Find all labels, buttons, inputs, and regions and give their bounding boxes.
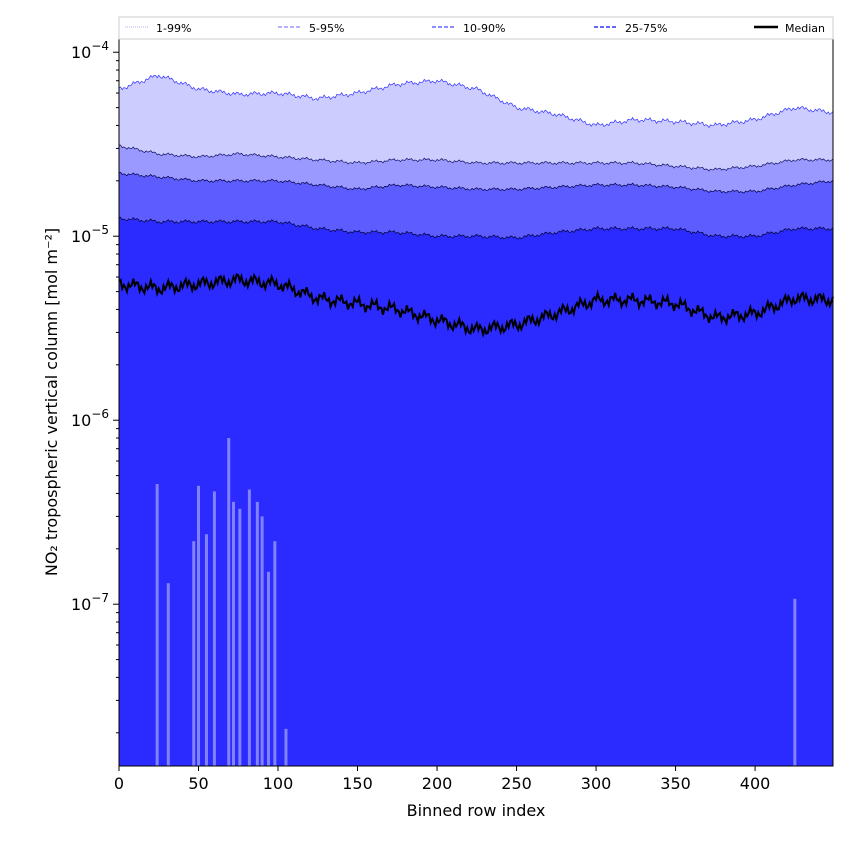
lower-1pct-spike (227, 438, 231, 766)
legend: 1-99% 5-95% 10-90% 25-75% Median (118, 16, 834, 40)
x-tick-label: 150 (342, 774, 373, 793)
y-axis-label: NO₂ tropospheric vertical column [mol m⁻… (42, 228, 61, 576)
lower-1pct-spike (793, 598, 797, 766)
lower-1pct-spike (260, 516, 264, 766)
legend-label: 10-90% (463, 22, 505, 35)
x-tick-label: 50 (188, 774, 208, 793)
median-line (118, 272, 834, 339)
lower-1pct-spike (204, 534, 208, 766)
lower-1pct-spike (192, 541, 196, 766)
lower-1pct-spike (166, 583, 170, 766)
x-tick-label: 300 (581, 774, 612, 793)
band-25-75 (119, 217, 833, 766)
y-tick-label: 10−5 (71, 223, 109, 246)
x-tick-label: 200 (422, 774, 453, 793)
series-line-75pct (118, 216, 834, 240)
x-tick-label: 400 (740, 774, 771, 793)
lower-1pct-spike (266, 571, 270, 766)
legend-label: Median (785, 22, 825, 35)
legend-label: 25-75% (625, 22, 667, 35)
y-tick-label: 10−7 (71, 591, 109, 614)
lower-1pct-spike (155, 484, 159, 766)
y-tick-label: 10−6 (71, 407, 109, 430)
axes: 0 50 100 150 200 250 300 350 400 10−7 10−6 10−5 10−4 (71, 38, 834, 793)
lower-1pct-spike (284, 728, 288, 766)
x-axis-label: Binned row index (407, 801, 546, 820)
y-tick-label: 10−4 (71, 39, 109, 62)
lower-1pct-spike (273, 541, 277, 766)
lower-1pct-spike (197, 485, 201, 766)
legend-box (118, 16, 834, 40)
series-line-99pct (118, 74, 834, 129)
x-tick-label: 250 (501, 774, 532, 793)
series-line-95pct (118, 144, 834, 172)
x-tick-label: 100 (263, 774, 294, 793)
series-line-90pct (118, 171, 834, 194)
lower-1pct-spike (231, 501, 235, 766)
lower-1pct-spike (247, 489, 251, 766)
lower-1pct-spike (255, 501, 259, 766)
legend-label: 1-99% (156, 22, 191, 35)
x-tick-label: 350 (660, 774, 691, 793)
lower-1pct-spike (212, 491, 216, 766)
x-tick-label: 0 (114, 774, 124, 793)
plot-area (118, 74, 834, 767)
lower-1pct-spike (238, 508, 242, 766)
legend-label: 5-95% (309, 22, 344, 35)
